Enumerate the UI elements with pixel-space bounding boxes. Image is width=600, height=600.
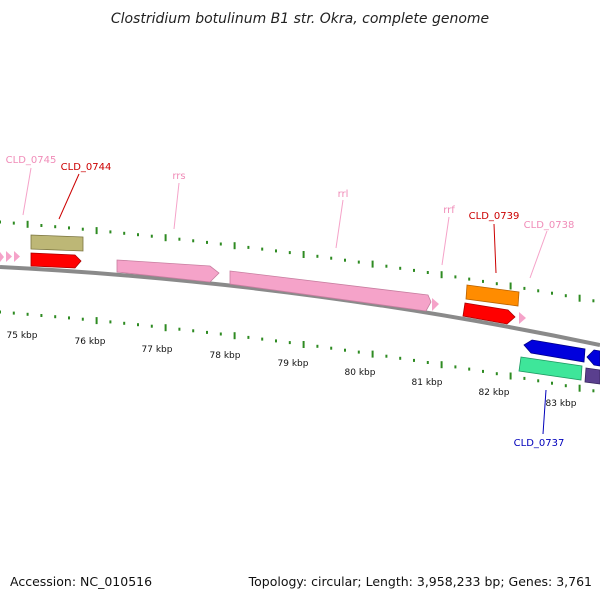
gene-label[interactable]: CLD_0737	[514, 438, 565, 449]
label-leader-lines	[22, 167, 548, 435]
gene-cld0738[interactable]	[519, 312, 526, 324]
gene-features	[30, 234, 600, 385]
gene-cld0739[interactable]	[465, 284, 520, 307]
gene-rrs[interactable]	[116, 259, 220, 283]
leader-line	[529, 230, 548, 279]
gene-label[interactable]: CLD_0744	[61, 162, 112, 173]
gene-cld0737[interactable]	[523, 339, 586, 363]
upper-tick-track	[0, 220, 595, 303]
gene-cld0739-red[interactable]	[462, 302, 516, 325]
leader-line	[335, 199, 344, 249]
gene-cld0744[interactable]	[30, 252, 82, 269]
kbp-label: 77 kbp	[142, 345, 173, 355]
kbp-label: 82 kbp	[479, 388, 510, 398]
leader-line	[493, 223, 497, 274]
leader-line	[441, 216, 450, 266]
gene-label[interactable]: CLD_0739	[469, 211, 520, 222]
topology-text: Topology: circular; Length: 3,958,233 bp…	[248, 574, 592, 589]
kbp-label: 78 kbp	[210, 351, 241, 361]
accession-text: Accession: NC_010516	[10, 574, 152, 589]
gene-teal[interactable]	[518, 356, 583, 381]
kbp-label: 79 kbp	[278, 359, 309, 369]
feature-arrow	[6, 251, 12, 262]
lower-tick-track	[0, 310, 595, 393]
feature-arrow	[0, 252, 4, 262]
kbp-label: 83 kbp	[546, 399, 577, 409]
gene-right-edge-blue[interactable]	[586, 349, 600, 367]
gene-label[interactable]: rrl	[338, 189, 349, 200]
gene-rrf[interactable]	[432, 298, 439, 311]
genome-backbone	[0, 265, 600, 347]
kbp-label: 81 kbp	[412, 378, 443, 388]
kbp-label: 76 kbp	[75, 337, 106, 347]
gene-label[interactable]: CLD_0745	[6, 155, 57, 166]
gene-purple[interactable]	[584, 367, 600, 385]
gene-cld0745[interactable]	[30, 234, 84, 252]
kbp-label: 75 kbp	[7, 331, 38, 341]
kbp-label: 80 kbp	[345, 368, 376, 378]
leader-line	[542, 389, 547, 435]
map-title: Clostridium botulinum B1 str. Okra, comp…	[111, 11, 489, 27]
leader-line	[58, 173, 80, 220]
feature-arrow	[14, 251, 20, 262]
leader-line	[22, 167, 32, 216]
leader-line	[173, 182, 180, 230]
gene-label[interactable]: CLD_0738	[524, 220, 575, 231]
kbp-labels: 75 kbp 76 kbp 77 kbp 78 kbp 79 kbp 80 kbp 81 k…	[7, 331, 577, 409]
gene-label[interactable]: rrf	[443, 205, 455, 216]
gene-label[interactable]: rrs	[172, 171, 185, 182]
gene-rrl[interactable]	[229, 270, 432, 312]
left-edge-features	[0, 251, 20, 262]
